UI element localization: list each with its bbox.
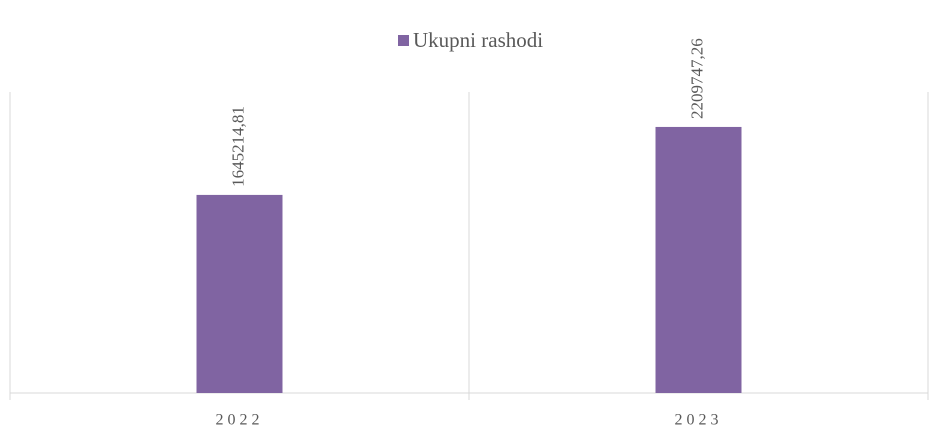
legend-label: Ukupni rashodi — [413, 28, 543, 52]
bar — [655, 126, 742, 394]
x-tick-label: 2023 — [675, 412, 723, 429]
data-label: 1645214,81 — [228, 106, 247, 187]
data-label: 2209747,26 — [687, 38, 706, 119]
x-tick-label: 2022 — [216, 412, 264, 429]
legend-swatch — [398, 35, 409, 46]
bar — [196, 194, 283, 393]
